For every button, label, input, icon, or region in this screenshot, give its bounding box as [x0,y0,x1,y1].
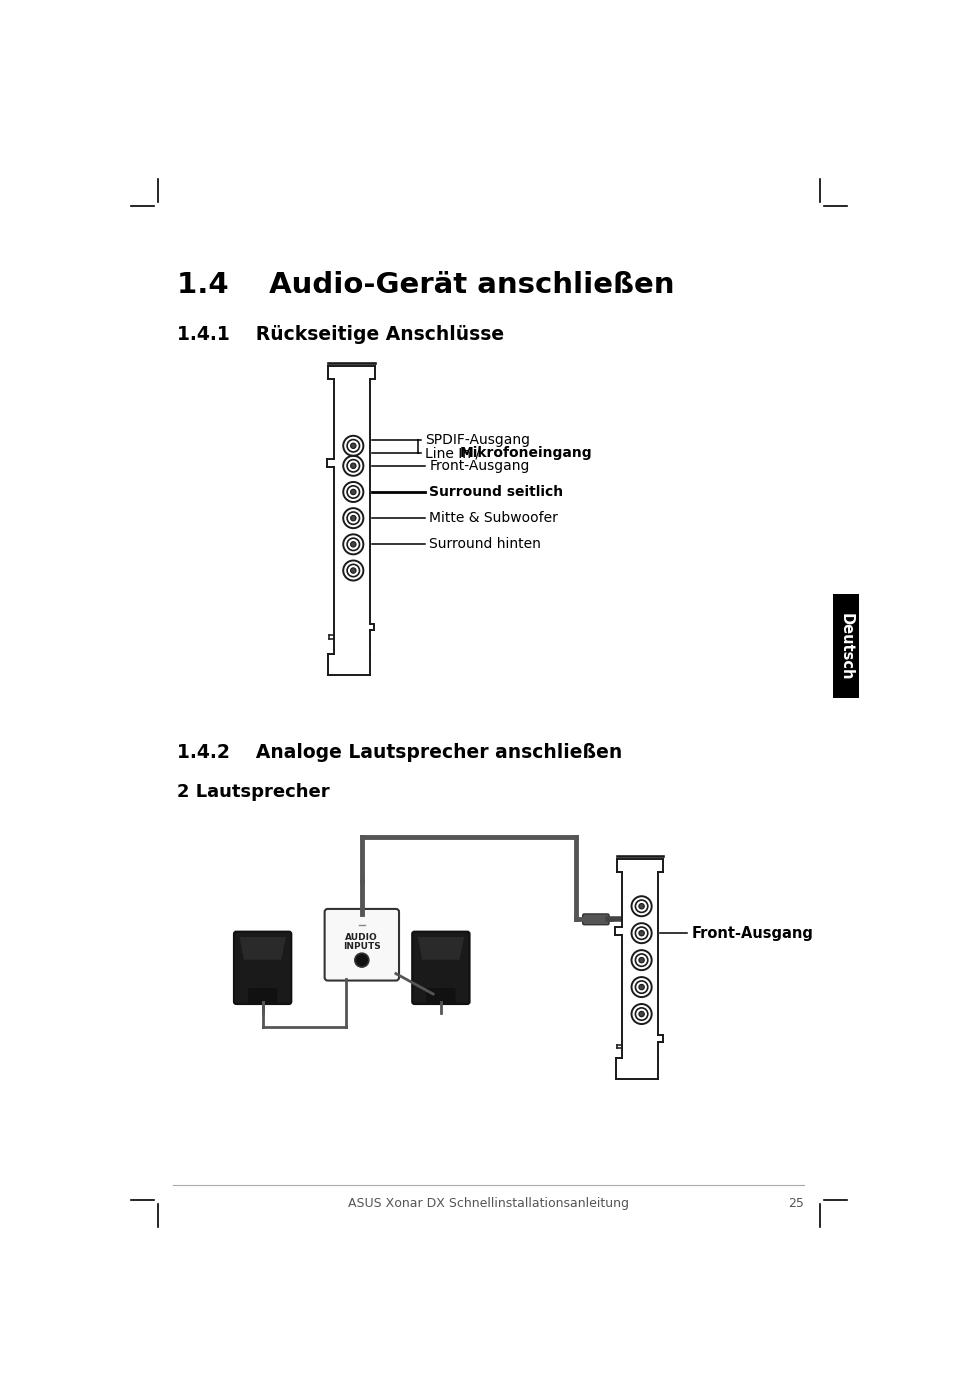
Circle shape [350,541,355,547]
Bar [832,594,858,699]
Text: 1.4.2    Analoge Lautsprecher anschließen: 1.4.2 Analoge Lautsprecher anschließen [177,743,622,761]
Text: Line In /: Line In / [425,447,484,461]
Text: Deutsch: Deutsch [838,612,852,681]
Text: Front-Ausgang: Front-Ausgang [429,459,529,473]
Circle shape [639,958,643,963]
Circle shape [639,1012,643,1016]
FancyBboxPatch shape [582,915,608,924]
Circle shape [639,903,643,909]
Text: Surround hinten: Surround hinten [429,537,540,551]
Circle shape [639,930,643,935]
Text: 25: 25 [787,1197,803,1210]
FancyBboxPatch shape [412,931,469,1004]
Text: 2 Lautsprecher: 2 Lautsprecher [177,784,330,800]
Polygon shape [417,937,464,959]
Text: AUDIO: AUDIO [345,933,377,941]
Text: Mikrofoneingang: Mikrofoneingang [459,447,592,461]
FancyBboxPatch shape [427,988,455,1002]
Text: Mitte & Subwoofer: Mitte & Subwoofer [429,511,558,525]
FancyBboxPatch shape [233,931,291,1004]
Circle shape [350,515,355,521]
Text: Surround seitlich: Surround seitlich [429,484,563,498]
Polygon shape [239,937,286,959]
Circle shape [350,464,355,469]
Text: SPDIF-Ausgang: SPDIF-Ausgang [425,433,530,447]
Circle shape [355,954,369,967]
Text: 1.4.1    Rückseitige Anschlüsse: 1.4.1 Rückseitige Anschlüsse [177,324,504,344]
Text: INPUTS: INPUTS [342,942,380,951]
Text: 1.4    Audio-Gerät anschließen: 1.4 Audio-Gerät anschließen [177,271,674,299]
Circle shape [350,443,355,448]
Circle shape [350,568,355,574]
FancyBboxPatch shape [324,909,398,980]
Text: Front-Ausgang: Front-Ausgang [691,926,812,941]
Text: ASUS Xonar DX Schnellinstallationsanleitung: ASUS Xonar DX Schnellinstallationsanleit… [348,1197,629,1210]
FancyBboxPatch shape [249,988,276,1002]
Circle shape [639,984,643,990]
Circle shape [350,489,355,494]
